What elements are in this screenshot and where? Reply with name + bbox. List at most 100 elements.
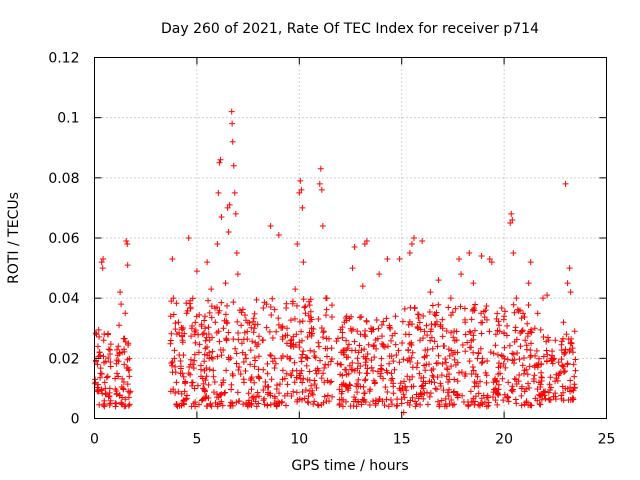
- data-point: [423, 361, 430, 368]
- data-point: [269, 335, 276, 342]
- data-point: [338, 396, 345, 403]
- x-tick-label: 10: [290, 432, 308, 448]
- data-point: [440, 387, 447, 394]
- data-point: [453, 337, 460, 344]
- x-axis-label: GPS time / hours: [291, 458, 408, 474]
- data-point: [543, 358, 550, 365]
- data-point: [491, 386, 498, 393]
- data-point: [423, 322, 430, 329]
- data-point: [462, 348, 469, 355]
- data-point: [385, 403, 392, 410]
- data-point: [478, 310, 485, 317]
- data-point: [355, 376, 362, 383]
- data-point: [171, 355, 178, 362]
- data-point: [445, 393, 452, 400]
- data-point: [561, 368, 568, 375]
- data-point: [343, 398, 350, 405]
- data-point: [327, 358, 334, 365]
- data-point: [323, 335, 330, 342]
- data-point: [241, 329, 248, 336]
- data-point: [204, 259, 211, 266]
- data-point: [114, 346, 121, 353]
- data-point: [454, 394, 461, 401]
- data-point: [255, 400, 262, 407]
- data-point: [569, 396, 576, 403]
- data-point: [299, 379, 306, 386]
- data-point: [435, 277, 442, 284]
- data-point: [501, 330, 508, 337]
- data-point: [357, 363, 364, 370]
- data-point: [510, 301, 517, 308]
- data-point: [426, 378, 433, 385]
- data-point: [101, 379, 108, 386]
- data-point: [400, 391, 407, 398]
- data-point: [413, 364, 420, 371]
- data-point: [377, 370, 384, 377]
- data-point: [406, 318, 413, 325]
- data-point: [279, 398, 286, 405]
- data-point: [233, 250, 240, 257]
- data-point: [545, 337, 552, 344]
- data-point: [209, 348, 216, 355]
- data-point: [179, 337, 186, 344]
- data-point: [125, 394, 132, 401]
- data-point: [267, 351, 274, 358]
- data-point: [276, 400, 283, 407]
- data-point: [208, 286, 215, 293]
- data-point: [105, 346, 112, 353]
- data-point: [373, 345, 380, 352]
- data-point: [392, 341, 399, 348]
- data-point: [304, 355, 311, 362]
- data-point: [456, 256, 463, 263]
- data-point: [497, 363, 504, 370]
- data-point: [92, 379, 99, 386]
- data-point: [393, 351, 400, 358]
- data-point: [92, 330, 99, 337]
- data-point: [214, 353, 221, 360]
- data-point: [531, 372, 538, 379]
- data-point: [351, 244, 358, 251]
- data-point: [471, 401, 478, 408]
- data-point: [281, 375, 288, 382]
- data-point: [182, 396, 189, 403]
- data-point: [431, 338, 438, 345]
- data-point: [339, 334, 346, 341]
- data-point: [172, 320, 179, 327]
- data-point: [358, 401, 365, 408]
- data-point: [247, 377, 254, 384]
- data-point: [121, 346, 128, 353]
- data-point: [300, 375, 307, 382]
- data-point: [466, 328, 473, 335]
- data-point: [521, 367, 528, 374]
- data-point: [310, 391, 317, 398]
- data-point: [279, 333, 286, 340]
- data-point: [220, 377, 227, 384]
- data-point: [366, 402, 373, 409]
- data-point: [572, 356, 579, 363]
- data-point: [272, 360, 279, 367]
- data-point: [461, 305, 468, 312]
- data-point: [506, 342, 513, 349]
- data-point: [343, 346, 350, 353]
- data-point: [345, 385, 352, 392]
- data-point: [103, 391, 110, 398]
- data-point: [290, 343, 297, 350]
- data-point: [368, 364, 375, 371]
- data-point: [371, 354, 378, 361]
- data-point: [179, 326, 186, 333]
- data-point: [260, 397, 267, 404]
- data-point: [248, 400, 255, 407]
- data-point: [273, 402, 280, 409]
- data-point: [267, 304, 274, 311]
- data-point: [252, 339, 259, 346]
- data-point: [508, 387, 515, 394]
- data-point: [202, 337, 209, 344]
- data-point: [457, 303, 464, 310]
- data-point: [316, 180, 323, 187]
- data-point: [261, 401, 268, 408]
- data-point: [446, 376, 453, 383]
- data-point: [317, 165, 324, 172]
- data-point: [124, 241, 131, 248]
- data-point: [348, 327, 355, 334]
- data-point: [305, 393, 312, 400]
